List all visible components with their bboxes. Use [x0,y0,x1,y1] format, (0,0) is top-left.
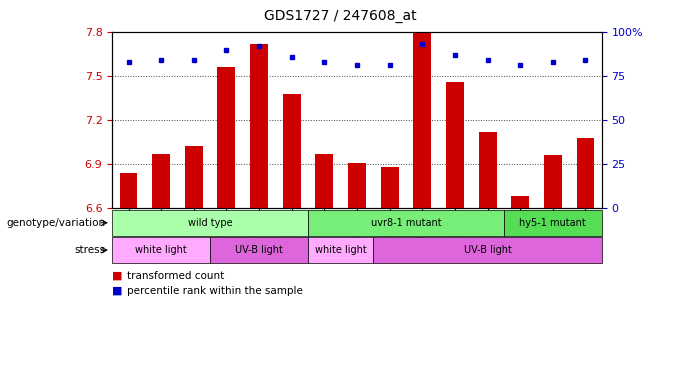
Text: white light: white light [135,245,187,255]
Text: white light: white light [315,245,367,255]
Bar [577,138,594,208]
Text: transformed count: transformed count [127,271,224,281]
Text: hy5-1 mutant: hy5-1 mutant [520,218,586,228]
Text: UV-B light: UV-B light [464,245,511,255]
Text: ■: ■ [112,286,122,296]
Text: ■: ■ [112,271,122,281]
Bar [218,67,235,208]
Bar [185,146,203,208]
Bar [413,32,431,208]
Text: GDS1727 / 247608_at: GDS1727 / 247608_at [264,9,416,23]
Bar [120,173,137,208]
Bar [250,44,268,208]
Text: wild type: wild type [188,218,233,228]
Text: genotype/variation: genotype/variation [6,218,105,228]
Bar [446,82,464,208]
Bar [544,155,562,208]
Text: uvr8-1 mutant: uvr8-1 mutant [371,218,441,228]
Bar [511,196,529,208]
Bar [348,163,366,208]
Bar [316,154,333,208]
Text: stress: stress [74,245,105,255]
Text: UV-B light: UV-B light [235,245,283,255]
Bar [283,93,301,208]
Bar [152,154,170,208]
Text: percentile rank within the sample: percentile rank within the sample [127,286,303,296]
Bar [381,167,398,208]
Bar [479,132,496,208]
